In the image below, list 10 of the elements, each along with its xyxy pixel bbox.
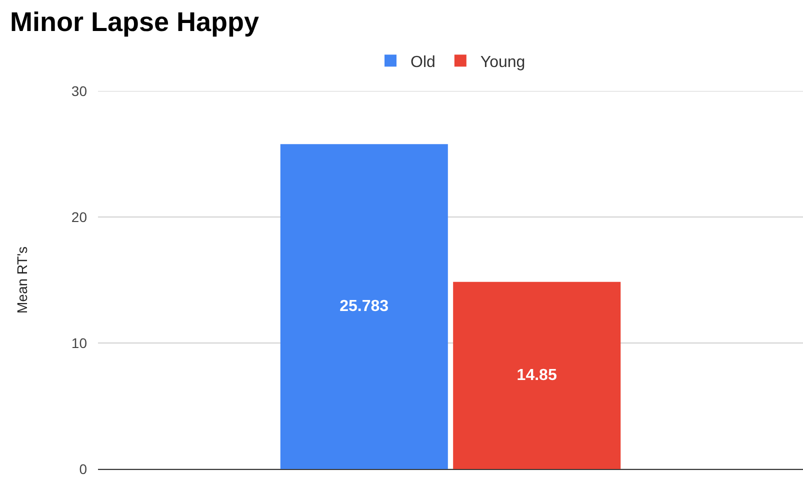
chart-title: Minor Lapse Happy xyxy=(10,7,260,38)
y-axis-title: Mean RT's xyxy=(14,246,30,314)
y-tick-label: 0 xyxy=(79,460,88,477)
y-tick-label: 20 xyxy=(71,208,88,225)
data-label: 25.783 xyxy=(340,298,389,316)
legend-label: Young xyxy=(480,54,526,71)
data-label: 14.85 xyxy=(516,366,557,384)
legend-label: Old xyxy=(410,54,436,71)
y-tick-label: 10 xyxy=(71,334,88,351)
y-tick-label: 30 xyxy=(71,82,88,99)
